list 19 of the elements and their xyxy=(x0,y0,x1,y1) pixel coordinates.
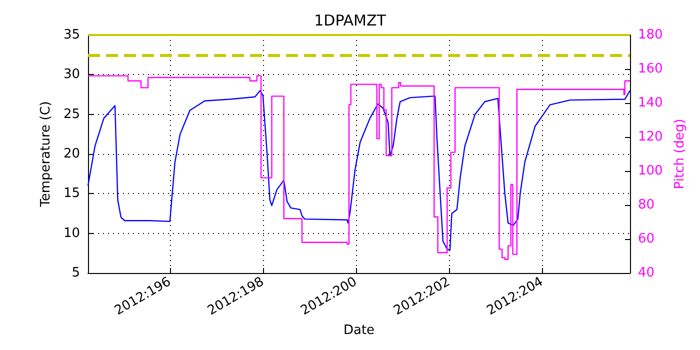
y2-tick-label: 100 xyxy=(638,164,663,178)
y2-tick-label: 80 xyxy=(638,198,655,212)
y-tick-label: 30 xyxy=(63,67,80,82)
chart-title: 1DPAMZT xyxy=(314,12,387,30)
x-axis-title: Date xyxy=(343,323,375,338)
y-tick-label: 15 xyxy=(63,186,80,202)
y2-tick-label: 120 xyxy=(638,130,663,144)
y-tick-label: 35 xyxy=(63,28,80,42)
y-tick-label: 25 xyxy=(63,106,80,122)
y-tick-label: 5 xyxy=(72,266,80,280)
y-tick-label: 10 xyxy=(63,226,80,241)
y2-axis-title: Pitch (deg) xyxy=(672,118,688,190)
y-tick-label: 20 xyxy=(63,146,80,162)
y2-tick-label: 160 xyxy=(638,62,663,76)
y2-tick-label: 60 xyxy=(638,232,655,246)
y2-tick-label: 140 xyxy=(638,96,663,110)
y2-tick-label: 180 xyxy=(638,28,663,42)
y2-tick-label: 40 xyxy=(638,266,655,280)
y-axis-title: Temperature (C) xyxy=(38,101,54,208)
